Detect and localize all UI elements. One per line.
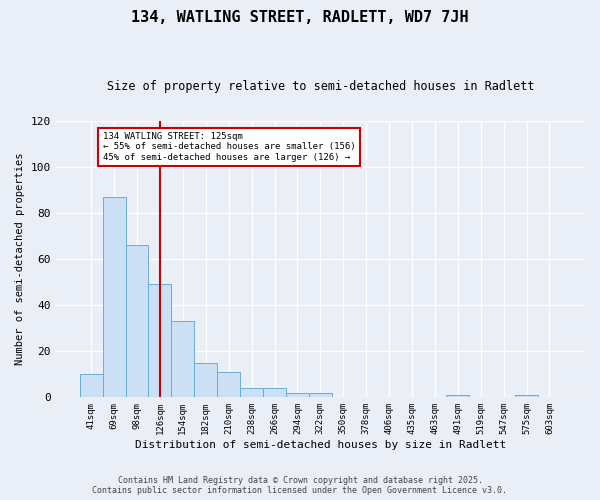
- Bar: [80, 374, 103, 398]
- Text: 134, WATLING STREET, RADLETT, WD7 7JH: 134, WATLING STREET, RADLETT, WD7 7JH: [131, 10, 469, 25]
- Text: Contains HM Land Registry data © Crown copyright and database right 2025.
Contai: Contains HM Land Registry data © Crown c…: [92, 476, 508, 495]
- Text: 134 WATLING STREET: 125sqm
← 55% of semi-detached houses are smaller (156)
45% o: 134 WATLING STREET: 125sqm ← 55% of semi…: [103, 132, 355, 162]
- Bar: [515, 395, 538, 398]
- X-axis label: Distribution of semi-detached houses by size in Radlett: Distribution of semi-detached houses by …: [135, 440, 506, 450]
- Bar: [286, 392, 309, 398]
- Bar: [172, 321, 194, 398]
- Title: Size of property relative to semi-detached houses in Radlett: Size of property relative to semi-detach…: [107, 80, 534, 93]
- Bar: [446, 395, 469, 398]
- Bar: [263, 388, 286, 398]
- Bar: [125, 245, 148, 398]
- Y-axis label: Number of semi-detached properties: Number of semi-detached properties: [15, 152, 25, 365]
- Bar: [240, 388, 263, 398]
- Bar: [309, 392, 332, 398]
- Bar: [148, 284, 172, 398]
- Bar: [103, 196, 125, 398]
- Bar: [217, 372, 240, 398]
- Bar: [194, 362, 217, 398]
